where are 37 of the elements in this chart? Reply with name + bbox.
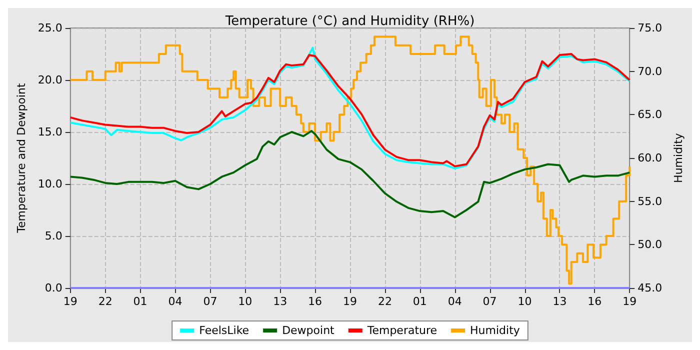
x-tick-label: 13 xyxy=(273,295,288,308)
legend-label: Temperature xyxy=(366,324,438,337)
x-tick-label: 22 xyxy=(378,295,392,308)
y-tick-label: 10.0 xyxy=(38,178,62,190)
x-tick-label: 19 xyxy=(63,295,78,308)
x-tick-label: 01 xyxy=(133,295,148,308)
y2-tick-label: 60.0 xyxy=(638,152,662,164)
y2-tick-label: 65.0 xyxy=(638,108,662,122)
x-tick-label: 19 xyxy=(343,295,357,308)
legend-label: Dewpoint xyxy=(282,324,336,337)
x-tick-label: 10 xyxy=(518,295,532,308)
x-tick-label: 10 xyxy=(238,295,252,308)
y-tick-label: 20.0 xyxy=(38,74,62,86)
x-tick-label: 19 xyxy=(622,295,637,308)
y-tick-label: 25.0 xyxy=(38,22,62,34)
legend-label: FeelsLike xyxy=(199,324,250,337)
y2-tick-label: 75.0 xyxy=(638,22,662,34)
x-tick-label: 13 xyxy=(552,295,567,308)
legend-label: Humidity xyxy=(470,324,520,337)
y-axis-title: Temperature and Dewpoint xyxy=(15,82,28,234)
x-tick-label: 01 xyxy=(412,295,427,308)
y2-tick-label: 45.0 xyxy=(638,282,662,294)
y-tick-label: 5.0 xyxy=(44,230,62,242)
x-tick-label: 16 xyxy=(308,295,322,308)
y-tick-label: 15.0 xyxy=(38,126,62,138)
x-tick-label: 07 xyxy=(482,295,497,308)
x-tick-label: 04 xyxy=(168,295,182,308)
y2-tick-label: 50.0 xyxy=(638,238,662,252)
x-tick-label: 16 xyxy=(588,295,602,308)
y2-tick-label: 55.0 xyxy=(638,194,662,208)
y2-axis-title: Humidity xyxy=(672,132,685,183)
x-tick-label: 07 xyxy=(203,295,218,308)
y2-tick-label: 70.0 xyxy=(638,64,662,78)
x-tick-label: 04 xyxy=(448,295,462,308)
chart-title: Temperature (°C) and Humidity (RH%) xyxy=(224,14,475,29)
x-tick-label: 22 xyxy=(98,295,112,308)
y-tick-label: 0.0 xyxy=(44,282,62,294)
